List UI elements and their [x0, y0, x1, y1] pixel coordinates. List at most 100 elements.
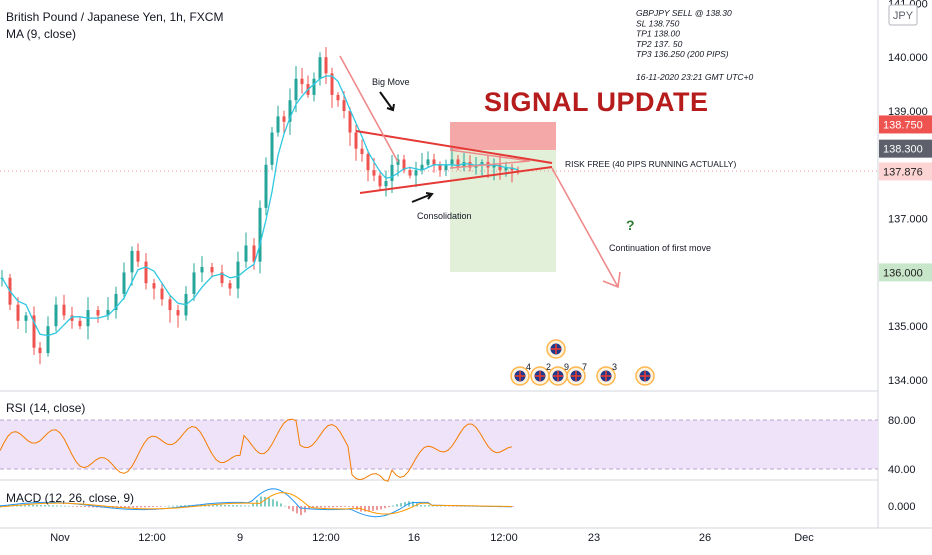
macd-axis[interactable]: 0.000 — [888, 501, 916, 513]
signal-info-line: TP2 137. 50 — [636, 39, 683, 49]
candle-body — [16, 304, 20, 321]
macd-histogram-bar — [392, 505, 394, 507]
macd-histogram-bar — [388, 506, 390, 508]
rsi-axis[interactable]: 80.00 40.00 — [888, 415, 916, 476]
lower-trendline[interactable] — [359, 166, 553, 194]
risk-free-label[interactable]: RISK FREE (40 PIPS RUNNING ACTUALLY) — [565, 159, 736, 169]
macd-histogram-bar — [332, 506, 334, 508]
event-marker[interactable] — [546, 339, 566, 359]
event-marker[interactable]: 9 — [548, 362, 569, 386]
continuation-label[interactable]: Continuation of first move — [609, 243, 711, 253]
ma-legend[interactable]: MA (9, close) — [6, 27, 76, 41]
consolidation-label[interactable]: Consolidation — [417, 211, 472, 221]
macd-legend[interactable]: MACD (12, 26, close, 9) — [6, 491, 134, 505]
macd-histogram-bar — [228, 504, 230, 507]
candle-body — [336, 94, 340, 101]
price-tag-bg — [879, 263, 932, 282]
candle-body — [270, 132, 274, 165]
macd-histogram-bar — [88, 506, 90, 508]
price-tag[interactable]: 138.750 — [879, 115, 932, 134]
consolidation-pointer-arrow[interactable] — [411, 193, 433, 203]
candle-body — [414, 170, 418, 176]
candle-body — [282, 116, 286, 122]
macd-line[interactable] — [0, 488, 512, 518]
candle-body — [444, 164, 448, 171]
macd-histogram-bar — [48, 505, 50, 507]
candle-body — [168, 299, 172, 311]
big-move-arrow-line[interactable] — [339, 55, 399, 163]
candle-body — [504, 167, 508, 171]
macd-histogram-bar — [144, 506, 146, 508]
macd-histogram-bar — [456, 506, 458, 507]
candle-body — [160, 288, 164, 300]
macd-histogram-bar — [404, 502, 406, 507]
macd-histogram-bar — [32, 504, 34, 507]
macd-histogram-bar — [264, 496, 266, 507]
event-marker[interactable]: 3 — [596, 362, 617, 386]
event-marker[interactable] — [635, 366, 655, 386]
price-tag-label: 138.750 — [883, 119, 923, 131]
rsi-line[interactable] — [0, 418, 513, 482]
macd-histogram-bar — [304, 506, 306, 513]
signal-update-title[interactable]: SIGNAL UPDATE — [484, 87, 709, 117]
candle-body — [342, 100, 346, 111]
consolidation-triangle-outline[interactable] — [449, 149, 531, 169]
macd-histogram-bar — [444, 505, 446, 507]
big-move-pointer-arrow[interactable] — [379, 91, 394, 111]
price-tag[interactable]: 138.300 — [879, 139, 932, 158]
moving-average-line[interactable] — [1, 75, 519, 337]
macd-histogram-bar — [448, 506, 450, 507]
continuation-arrow-line[interactable] — [551, 167, 619, 288]
macd-histogram-bar — [324, 506, 326, 508]
candle-body — [318, 57, 322, 79]
macd-histogram-bar — [396, 504, 398, 507]
candle-body — [78, 320, 82, 327]
macd-histogram-bar — [420, 505, 422, 507]
macd-signal-line[interactable] — [0, 492, 513, 515]
macd-histogram-bar — [412, 501, 414, 507]
signal-info-line: TP3 136.250 (200 PIPS) — [636, 49, 729, 59]
time-tick-label: 9 — [237, 532, 243, 544]
macd-histogram-bar — [276, 501, 278, 507]
macd-histogram-bar — [352, 506, 354, 508]
candle-body — [396, 159, 400, 165]
upper-trendline[interactable] — [355, 130, 553, 164]
candle-body — [192, 272, 196, 294]
macd-histogram-bar — [328, 506, 330, 508]
rsi-legend[interactable]: RSI (14, close) — [6, 401, 85, 415]
take-profit-zone[interactable] — [450, 150, 556, 272]
macd-histogram-bar — [280, 503, 282, 507]
question-mark-label[interactable]: ? — [626, 217, 635, 233]
macd-histogram-bar — [40, 504, 42, 507]
continuation-arrow-head[interactable] — [602, 271, 621, 289]
candle-body — [300, 78, 304, 85]
time-tick-label: 26 — [699, 532, 711, 544]
event-marker[interactable]: 7 — [566, 362, 587, 386]
stop-loss-zone[interactable] — [450, 122, 556, 150]
candle-body — [46, 326, 50, 354]
big-move-label[interactable]: Big Move — [372, 77, 410, 87]
macd-histogram-bar — [92, 506, 94, 508]
candle-body — [220, 272, 224, 284]
economic-events[interactable]: 4 2 9 7 3 — [510, 339, 655, 386]
time-axis[interactable]: Nov 12:00 9 12:00 16 12:00 23 26 Dec — [50, 532, 814, 544]
macd-histogram-bar — [340, 506, 342, 508]
currency-badge[interactable] — [888, 4, 918, 26]
candle-body — [492, 164, 496, 168]
event-marker[interactable]: 4 — [510, 362, 531, 386]
candle-body — [330, 73, 334, 95]
candle-body — [258, 207, 262, 262]
price-tag-bg — [879, 139, 932, 158]
time-tick-label: Dec — [794, 532, 814, 544]
price-tag[interactable]: 136.000 — [879, 263, 932, 282]
macd-histogram-bar — [312, 506, 314, 508]
candle-body — [130, 250, 134, 273]
candle-body — [276, 116, 280, 133]
price-tag[interactable]: 137.876 — [879, 162, 932, 181]
symbol-title[interactable]: British Pound / Japanese Yen, 1h, FXCM — [6, 10, 223, 24]
macd-histogram-bar — [36, 504, 38, 507]
candle-body — [144, 261, 148, 284]
price-axis[interactable]: 141.000140.000139.000137.000135.000134.0… — [879, 0, 932, 387]
